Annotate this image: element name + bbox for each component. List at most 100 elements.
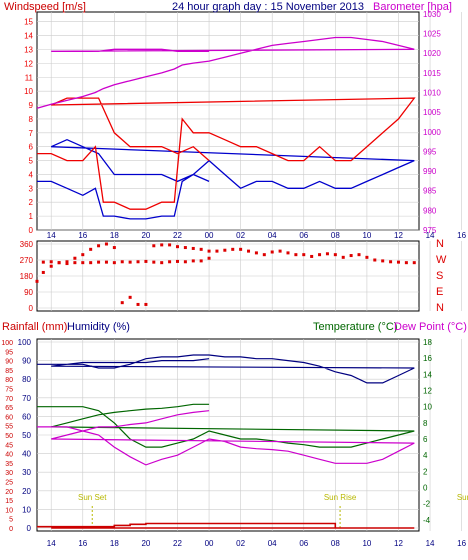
rainfall-tick-labels: 0 5 10 15 20 25 30 35 40 45 50 55 60 65 70 75 80 85 90 95 10…: [1, 340, 13, 533]
rainfall-tick: 20: [5, 489, 13, 496]
windspeed-tick: 14: [24, 32, 33, 41]
direction-point: [341, 255, 345, 259]
rainfall-tick: 5: [9, 517, 13, 524]
barometer-tick-labels: 975 980 985 990 995 1000 1005 1010 1015 1020 1025 1…: [423, 10, 441, 235]
windspeed-tick: 2: [29, 198, 34, 207]
temperature-tick: 8: [423, 419, 428, 428]
direction-point: [152, 260, 156, 264]
windspeed-tick: 3: [29, 184, 34, 193]
compass-label: W: [436, 254, 447, 266]
wind-series-line: [36, 36, 415, 109]
rainfall-tick: 0: [9, 526, 13, 533]
direction-point: [199, 247, 203, 251]
direction-point: [81, 253, 85, 257]
windspeed-tick: 7: [29, 129, 34, 138]
barometer-tick: 1010: [423, 89, 441, 98]
direction-point: [270, 250, 274, 254]
direction-point: [349, 254, 353, 258]
barometer-tick: 1015: [423, 69, 441, 78]
direction-point: [389, 260, 393, 264]
climate-x-tick: 04: [268, 539, 277, 548]
direction-point: [73, 261, 77, 265]
climate-x-tick: 06: [299, 539, 308, 548]
humidity-tick: 40: [22, 450, 31, 459]
humidity-tick: 10: [22, 505, 31, 514]
direction-point: [183, 260, 187, 264]
rainfall-tick: 50: [5, 433, 13, 440]
temperature-tick: -4: [423, 516, 431, 525]
humidity-tick: 80: [22, 375, 31, 384]
direction-tick: 180: [20, 272, 34, 281]
temperature-tick: 4: [423, 451, 428, 460]
wind-x-tick: 14: [47, 231, 56, 240]
rainfall-tick: 60: [5, 414, 13, 421]
barometer-tick: 1020: [423, 49, 441, 58]
direction-point: [262, 253, 266, 257]
climate-x-tick: 10: [362, 539, 371, 548]
sun-marker-label: Sun Rise: [324, 493, 357, 502]
humidity-tick: 90: [22, 357, 31, 366]
windspeed-axis-title: Windspeed [m/s]: [4, 1, 86, 13]
wind-x-tick: 16: [78, 231, 87, 240]
rainfall-tick: 45: [5, 442, 13, 449]
direction-tick-labels: 0 90 180 270 360: [20, 240, 34, 313]
direction-point: [191, 246, 195, 250]
direction-point: [302, 253, 306, 257]
windspeed-tick: 15: [24, 18, 33, 27]
climate-x-tick: 12: [394, 539, 403, 548]
direction-point: [286, 251, 290, 255]
dewpoint-axis-title: Dew Point (°C): [394, 321, 467, 333]
climate-x-tick: 22: [173, 539, 182, 548]
windspeed-tick: 0: [29, 226, 34, 235]
windspeed-tick: 13: [24, 45, 33, 54]
wind-x-tick: 22: [173, 231, 182, 240]
compass-label: E: [436, 286, 443, 298]
humidity-axis-title: Humidity (%): [67, 321, 130, 333]
direction-point: [318, 253, 322, 257]
barometer-tick: 975: [423, 226, 437, 235]
rainfall-tick: 25: [5, 480, 13, 487]
direction-point: [120, 301, 124, 305]
wind-x-tick-labels: 141618202200020406081012141618202200: [47, 231, 467, 240]
direction-point: [35, 279, 39, 283]
direction-tick: 90: [24, 288, 33, 297]
direction-point: [183, 246, 187, 250]
rainfall-tick: 90: [5, 359, 13, 366]
climate-series-line: [37, 410, 415, 466]
temperature-tick: 2: [423, 467, 428, 476]
humidity-tick: 60: [22, 412, 31, 421]
rainfall-tick: 15: [5, 498, 13, 505]
direction-point: [175, 245, 179, 249]
barometer-tick: 985: [423, 187, 437, 196]
direction-point: [278, 249, 282, 253]
direction-point: [65, 260, 69, 264]
barometer-tick: 990: [423, 167, 437, 176]
wind-x-tick: 12: [394, 231, 403, 240]
direction-point: [89, 247, 93, 251]
direction-point: [396, 260, 400, 264]
direction-tick: 270: [20, 256, 34, 265]
barometer-axis-title: Barometer [hpa]: [373, 1, 452, 13]
compass-label: S: [436, 270, 443, 282]
direction-point: [207, 249, 211, 253]
direction-point: [128, 260, 132, 264]
barometer-tick: 1025: [423, 30, 441, 39]
windspeed-tick: 5: [29, 157, 34, 166]
wind-x-tick: 10: [362, 231, 371, 240]
climate-gridlines: [37, 339, 462, 531]
direction-point: [231, 247, 235, 251]
wind-x-tick: 04: [268, 231, 277, 240]
rainfall-tick: 75: [5, 387, 13, 394]
barometer-tick: 1030: [423, 10, 441, 19]
climate-x-tick: 14: [47, 539, 56, 548]
direction-point: [191, 259, 195, 263]
direction-point: [215, 249, 219, 253]
barometer-tick: 1005: [423, 108, 441, 117]
windspeed-tick: 4: [29, 170, 34, 179]
wind-x-tick: 20: [141, 231, 150, 240]
temperature-tick: 14: [423, 370, 432, 379]
windspeed-tick: 12: [24, 59, 33, 68]
direction-point: [168, 243, 172, 247]
